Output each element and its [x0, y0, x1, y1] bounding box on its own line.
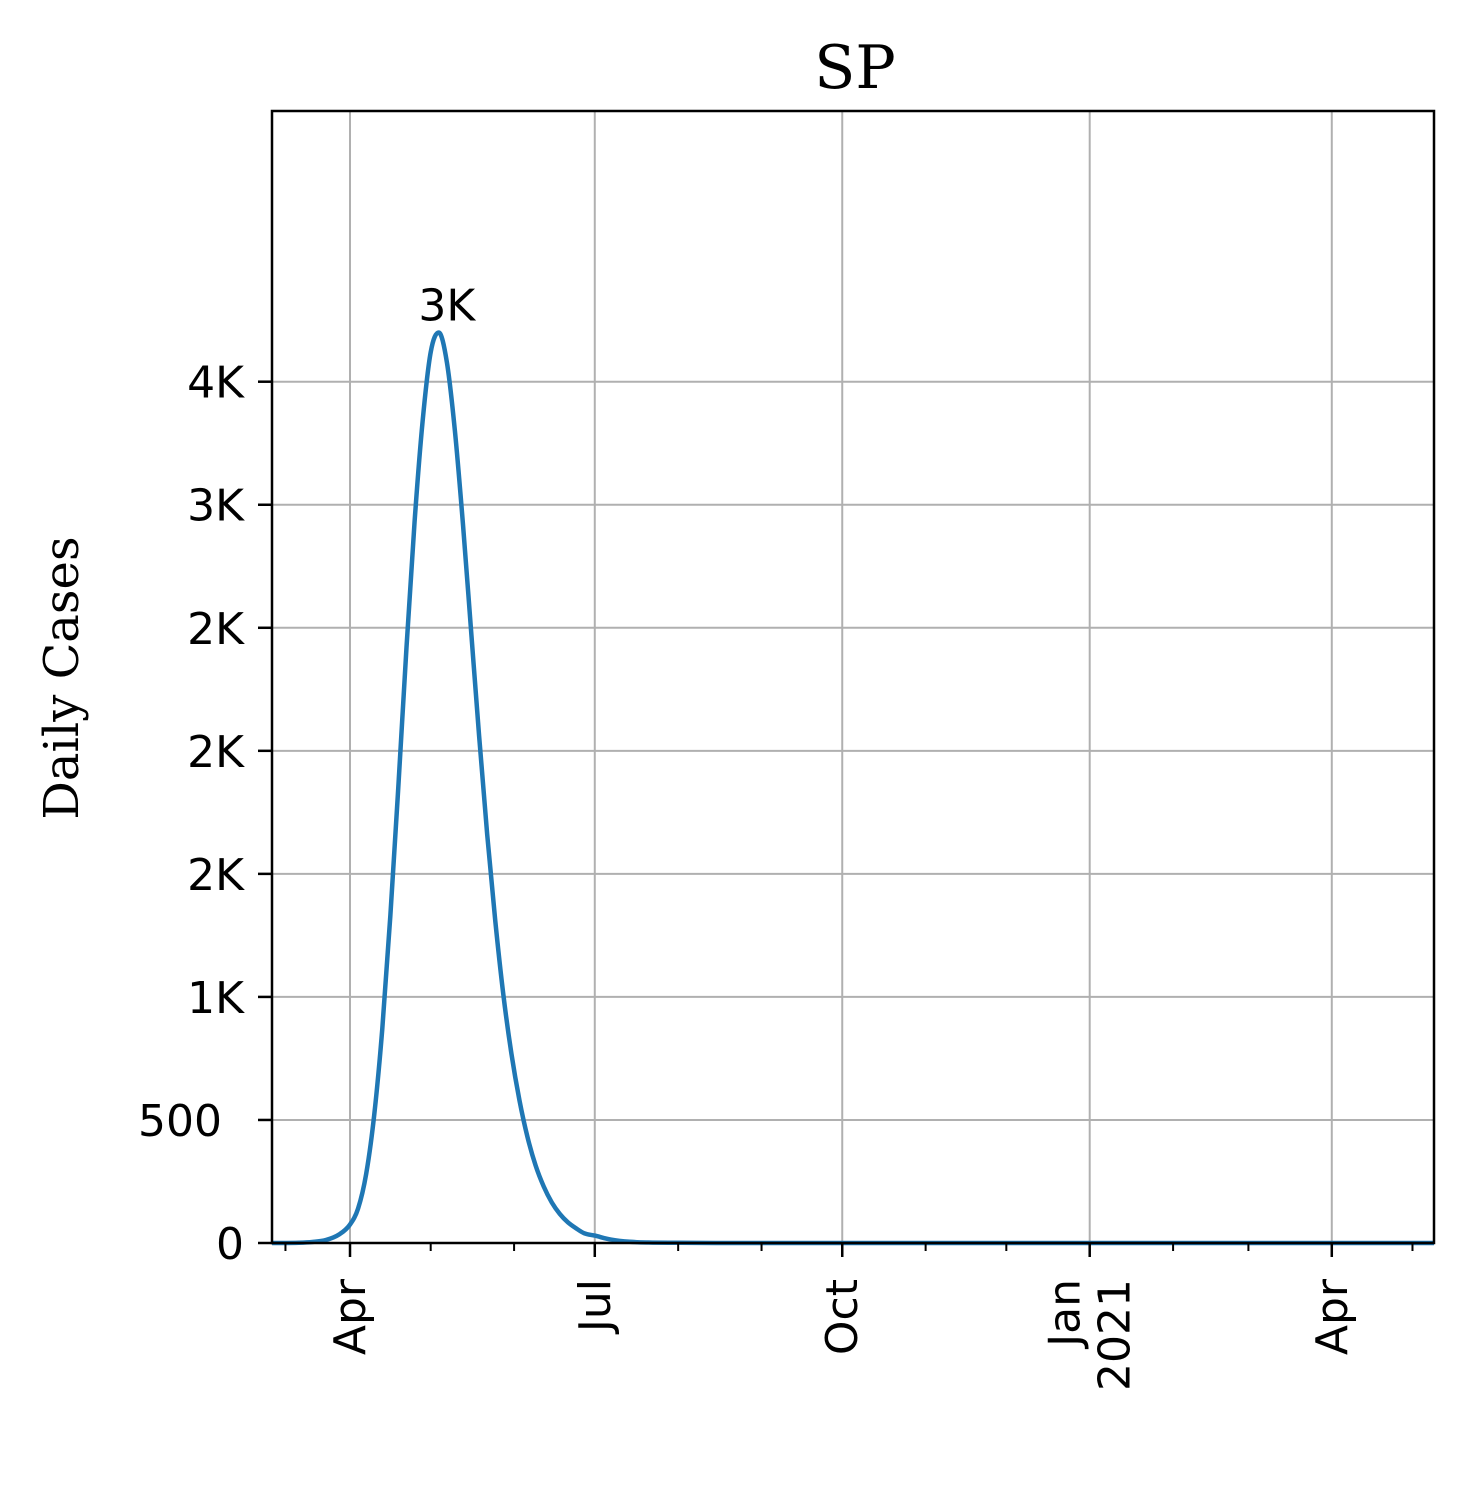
- x-tick-label-line: Jan: [1040, 1279, 1091, 1350]
- peak-annotation: 3K: [418, 280, 476, 331]
- axis-ticks: Apr Jul Oct Jan2021 Apr 0 500 1K 2K 2K 2K 3K 4K: [138, 358, 1414, 1391]
- annotations: 3K: [418, 280, 476, 331]
- x-tick-label-line: 2021: [1090, 1279, 1141, 1391]
- y-tick-label: 2K: [187, 850, 245, 901]
- x-tick-label: Apr: [1307, 1278, 1358, 1355]
- y-tick-label: 1K: [187, 973, 245, 1024]
- x-tick-label: Jul: [570, 1279, 621, 1335]
- x-tick-label: Apr: [325, 1278, 376, 1355]
- y-tick-label: 0: [216, 1219, 244, 1270]
- series-line: [271, 330, 1434, 1246]
- y-tick-label: 4K: [187, 358, 245, 409]
- y-axis-label: Daily Cases: [34, 536, 90, 819]
- chart-title: SP: [814, 33, 895, 103]
- x-tick-label: Oct: [817, 1279, 868, 1355]
- x-tick-label: Jan2021: [1040, 1279, 1141, 1391]
- x-tick-label-line: Jul: [570, 1279, 621, 1335]
- x-tick-label-line: Oct: [817, 1279, 868, 1355]
- series-layer: [271, 330, 1434, 1246]
- y-tick-label: 3K: [187, 481, 245, 532]
- x-tick-label-line: Apr: [325, 1278, 376, 1355]
- x-tick-label-line: Apr: [1307, 1278, 1358, 1355]
- y-tick-label: 2K: [187, 727, 245, 778]
- y-tick-label: 2K: [187, 604, 245, 655]
- y-tick-label: 500: [138, 1096, 222, 1147]
- plot-frame: [270, 109, 1436, 1245]
